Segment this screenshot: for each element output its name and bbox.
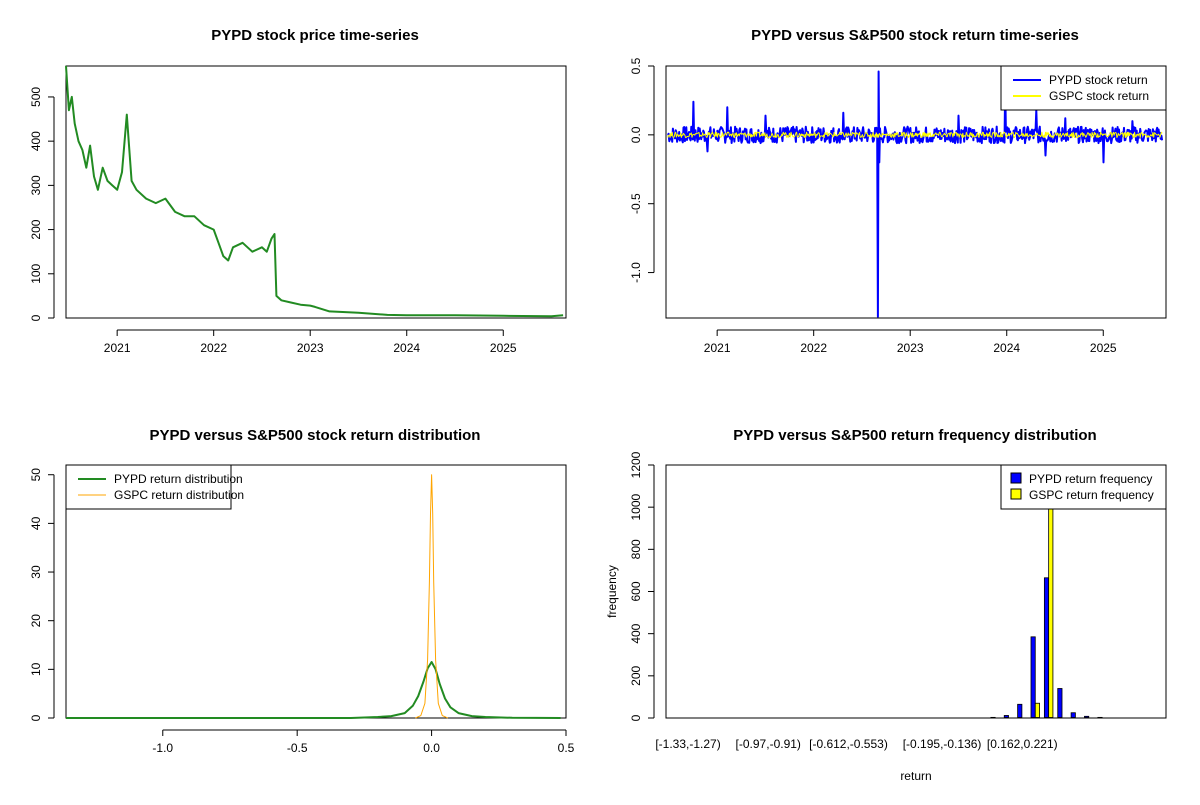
frequency-x-tick-label: [-0.612,-0.553): [809, 737, 888, 751]
frequency-y-tick-label: 1200: [629, 451, 643, 478]
distribution-y-tick-label: 30: [29, 565, 43, 579]
price-x-tick-label: 2024: [393, 341, 420, 355]
frequency-x-tick-label: [0.162,0.221): [987, 737, 1058, 751]
price-y-tick-label: 100: [29, 263, 43, 283]
price-x-tick-label: 2022: [200, 341, 227, 355]
frequency-bar-0: [1044, 578, 1048, 718]
frequency-marks: 0 200 400 600 800 1000 1200 [-1.33,-1.27) [-0.97…: [605, 451, 1166, 783]
legend-swatch: [1011, 473, 1021, 483]
frequency-bar-0: [1058, 688, 1062, 717]
frequency-y-tick-label: 0: [629, 714, 643, 721]
frequency-bar-0: [1018, 704, 1022, 717]
legend-label: GSPC return frequency: [1029, 488, 1154, 502]
frequency-y-tick-label: 1000: [629, 493, 643, 520]
frequency-x-tick-label: [-1.33,-1.27): [655, 737, 720, 751]
price-x-tick-label: 2025: [490, 341, 517, 355]
frequency-x-axis-label: return: [900, 769, 931, 783]
distribution-title: PYPD versus S&P500 stock return distribu…: [150, 427, 481, 444]
return-y-tick-label: -1.0: [629, 262, 643, 283]
legend-label: GSPC return distribution: [114, 488, 244, 502]
price-plot-frame: [66, 66, 566, 318]
distribution-y-tick-label: 20: [29, 614, 43, 628]
frequency-bar-0: [1071, 713, 1075, 718]
distribution-x-tick-label: -1.0: [152, 741, 173, 755]
price-chart-title: PYPD stock price time-series: [211, 27, 419, 44]
return-x-tick-label: 2023: [897, 341, 924, 355]
price-x-tick-label: 2023: [297, 341, 324, 355]
frequency-x-tick-label: [-0.195,-0.136): [903, 737, 982, 751]
return-y-tick-label: 0.5: [629, 57, 643, 74]
frequency-panel: PYPD versus S&P500 return frequency dist…: [605, 427, 1166, 783]
return-timeseries-marks: 2021 2022 2023 2024 2025 -1.0 -0.5 0.0 0.5 PYPD s…: [629, 57, 1166, 355]
return-y-tick-label: -0.5: [629, 193, 643, 214]
return-x-tick-label: 2024: [993, 341, 1020, 355]
price-chart-marks: 2021 2022 2023 2024 2025 0 100 200 300 400 500: [29, 66, 566, 355]
legend-label: GSPC stock return: [1049, 89, 1149, 103]
legend-label: PYPD return frequency: [1029, 472, 1152, 486]
distribution-marks: -1.0 -0.5 0.0 0.5 0 10 20 30 40 50 PYPD return dis…: [29, 465, 575, 755]
distribution-x-tick-label: -0.5: [287, 741, 308, 755]
frequency-y-tick-label: 600: [629, 581, 643, 601]
distribution-y-tick-label: 10: [29, 662, 43, 676]
price-y-tick-label: 300: [29, 175, 43, 195]
frequency-bar-0: [1084, 716, 1088, 717]
return-timeseries-title: PYPD versus S&P500 stock return time-ser…: [751, 27, 1079, 44]
frequency-y-tick-label: 400: [629, 623, 643, 643]
price-y-tick-label: 0: [29, 314, 43, 321]
distribution-series-0: [66, 662, 561, 718]
return-x-tick-label: 2025: [1090, 341, 1117, 355]
price-x-tick-label: 2021: [104, 341, 131, 355]
legend-label: PYPD return distribution: [114, 472, 243, 486]
return-x-tick-label: 2022: [800, 341, 827, 355]
price-y-tick-label: 500: [29, 87, 43, 107]
frequency-bar-0: [1031, 637, 1035, 718]
legend-swatch: [1011, 489, 1021, 499]
distribution-y-tick-label: 0: [29, 714, 43, 721]
frequency-y-tick-label: 200: [629, 666, 643, 686]
distribution-x-tick-label: 0.5: [558, 741, 575, 755]
return-timeseries-panel: PYPD versus S&P500 stock return time-ser…: [629, 27, 1166, 355]
return-x-tick-label: 2021: [704, 341, 731, 355]
price-y-tick-label: 400: [29, 131, 43, 151]
frequency-y-axis-label: frequency: [605, 565, 619, 618]
frequency-title: PYPD versus S&P500 return frequency dist…: [733, 427, 1096, 444]
frequency-bar-0: [1004, 715, 1008, 717]
price-series-line: [66, 66, 563, 316]
price-y-tick-label: 200: [29, 219, 43, 239]
distribution-x-tick-label: 0.0: [423, 741, 440, 755]
frequency-x-tick-label: [-0.97,-0.91): [736, 737, 801, 751]
distribution-panel: PYPD versus S&P500 stock return distribu…: [29, 427, 575, 755]
distribution-y-tick-label: 40: [29, 516, 43, 530]
frequency-bar-1: [1035, 703, 1039, 717]
frequency-y-tick-label: 800: [629, 539, 643, 559]
return-y-tick-label: 0.0: [629, 126, 643, 143]
legend-label: PYPD stock return: [1049, 73, 1148, 87]
distribution-series-1: [416, 475, 448, 718]
distribution-y-tick-label: 50: [29, 468, 43, 482]
